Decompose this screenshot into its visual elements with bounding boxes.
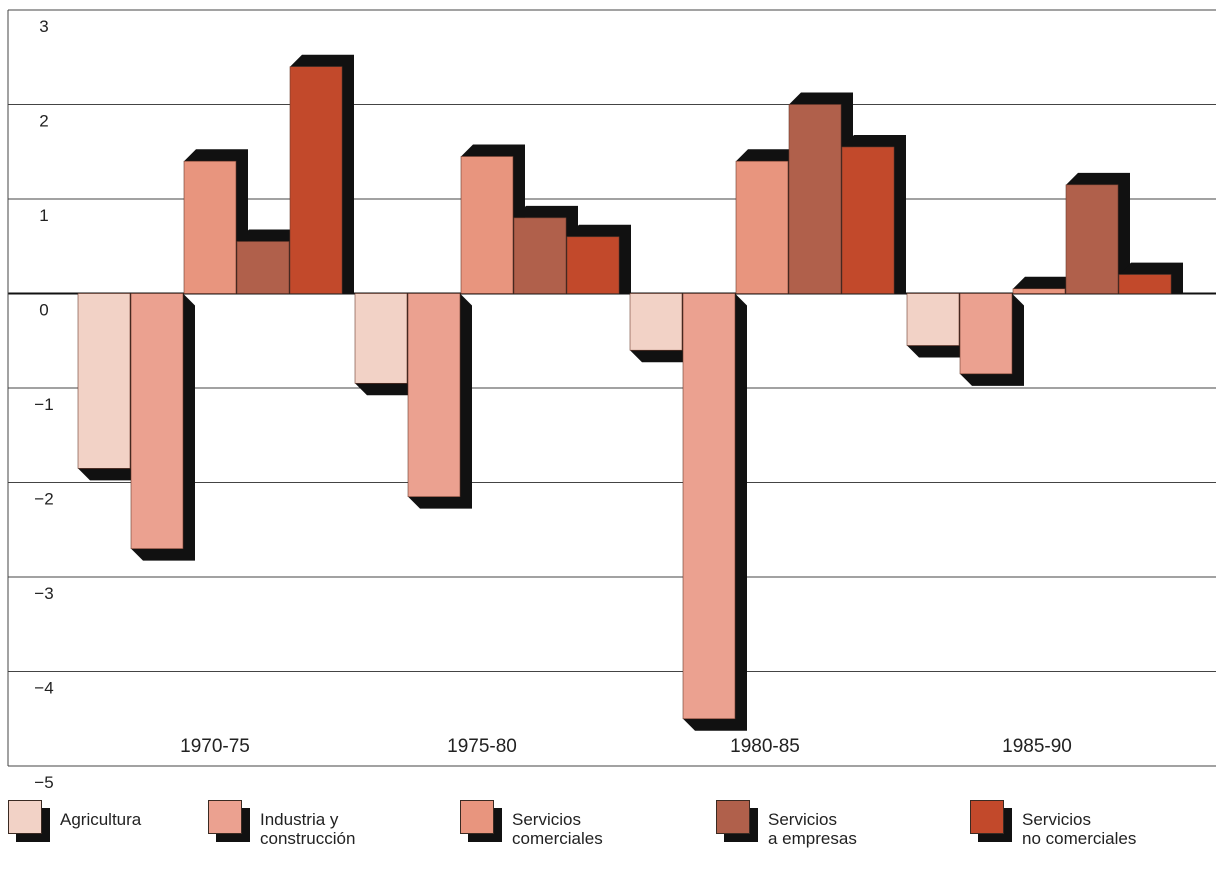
legend-swatch-servicios-comerciales	[460, 800, 504, 844]
y-tick-label: 3	[39, 17, 48, 36]
y-tick-label: −5	[34, 773, 53, 790]
legend-swatch-servicios-empresas	[716, 800, 760, 844]
bar-1985-90-2	[1012, 276, 1077, 294]
y-tick-label: 0	[39, 301, 48, 320]
legend-swatch-agricultura	[8, 800, 52, 844]
legend-item-servicios-comerciales: Servicios comerciales	[460, 800, 682, 860]
category-label-1985-90: 1985-90	[1002, 736, 1072, 757]
bar-1970-75-4	[289, 54, 354, 294]
legend-swatch-servicios-no-comerciales	[970, 800, 1014, 844]
y-tick-label: −2	[34, 490, 53, 509]
legend-item-industria: Industria y construcción	[208, 800, 430, 860]
legend-item-servicios-no-comerciales: Servicios no comerciales	[970, 800, 1192, 860]
bar-1970-75-1	[130, 293, 195, 561]
legend-label-servicios-empresas: Servicios a empresas	[768, 810, 857, 848]
y-tick-label: 1	[39, 206, 48, 225]
bar-1975-80-3	[513, 205, 578, 294]
legend-label-industria: Industria y construcción	[260, 810, 356, 848]
category-labels: 1970-75 1975-80 1980-85 1985-90	[180, 736, 1072, 757]
bar-1985-90-1	[959, 293, 1024, 386]
legend-item-servicios-empresas: Servicios a empresas	[716, 800, 938, 860]
bars	[77, 54, 1183, 731]
y-tick-label: −1	[34, 395, 53, 414]
legend: Agricultura Industria y construcción Serv…	[0, 790, 1216, 871]
category-label-1980-85: 1980-85	[730, 736, 800, 757]
y-axis: 3 2 1 0 −1 −2 −3 −4 −5	[7, 10, 54, 790]
bar-1980-85-4	[841, 135, 906, 294]
legend-label-servicios-comerciales: Servicios comerciales	[512, 810, 603, 848]
y-tick-label: −3	[34, 584, 53, 603]
bar-1975-80-1	[407, 293, 472, 509]
bar-1975-80-4	[566, 224, 631, 294]
category-label-1975-80: 1975-80	[447, 736, 517, 757]
y-tick-label: 2	[39, 112, 48, 131]
category-label-1970-75: 1970-75	[180, 736, 250, 757]
bar-1985-90-4	[1118, 262, 1183, 294]
legend-item-agricultura: Agricultura	[8, 800, 230, 860]
bar-chart: 3 2 1 0 −1 −2 −3 −4 −5 1970-75 1975-80 1980-85 1985…	[7, 9, 1216, 790]
legend-label-servicios-no-comerciales: Servicios no comerciales	[1022, 810, 1137, 848]
legend-label-agricultura: Agricultura	[60, 810, 142, 829]
y-tick-label: −4	[34, 679, 53, 698]
bar-1980-85-1	[682, 293, 747, 731]
legend-swatch-industria	[208, 800, 252, 844]
